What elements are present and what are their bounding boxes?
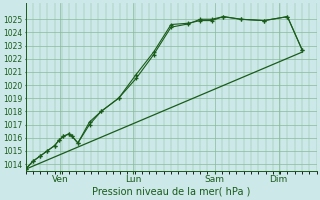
X-axis label: Pression niveau de la mer( hPa ): Pression niveau de la mer( hPa ) [92, 187, 250, 197]
